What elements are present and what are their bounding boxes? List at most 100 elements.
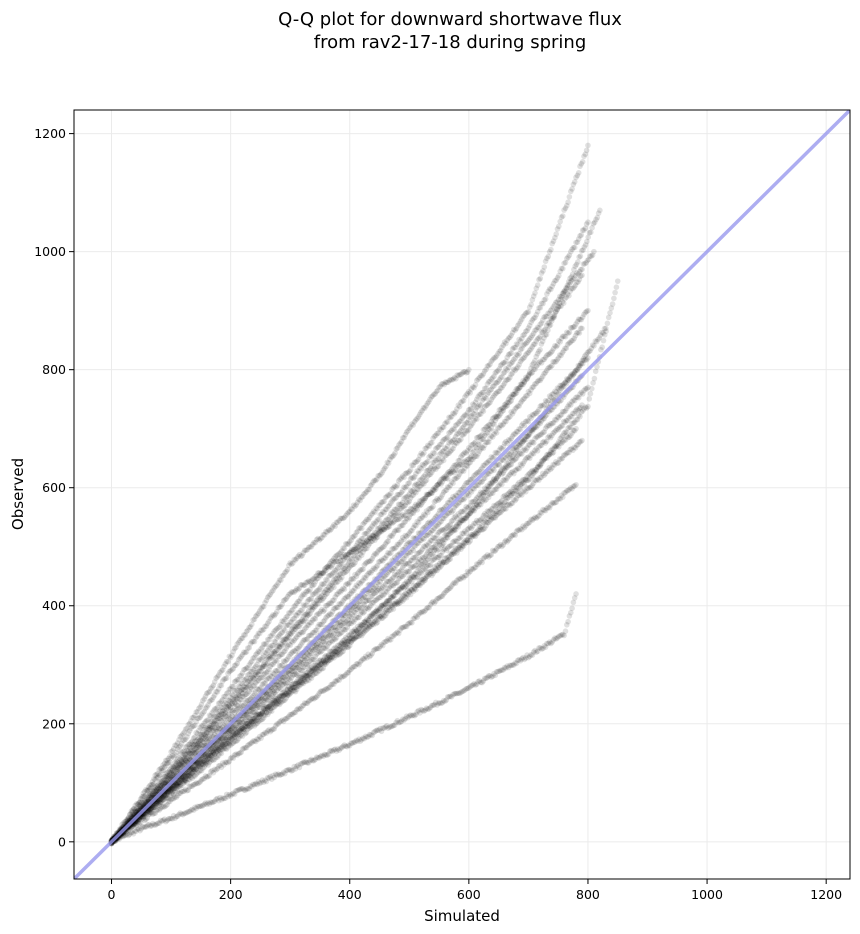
- scatter-point: [452, 580, 459, 586]
- scatter-point: [188, 774, 194, 780]
- scatter-point: [292, 709, 299, 716]
- scatter-point: [475, 678, 481, 685]
- scatter-point: [384, 638, 390, 644]
- scatter-point: [343, 743, 349, 749]
- scatter-point: [545, 504, 552, 510]
- scatter-point: [349, 740, 356, 746]
- scatter-point: [561, 490, 567, 496]
- scatter-point: [503, 537, 509, 544]
- scatter-point: [246, 785, 252, 792]
- scatter-point: [219, 760, 226, 766]
- scatter-point: [471, 681, 477, 687]
- scatter-point: [346, 742, 353, 749]
- scatter-point: [358, 736, 365, 743]
- scatter-point: [279, 771, 286, 777]
- scatter-point: [385, 725, 391, 731]
- scatter-point: [231, 738, 238, 745]
- scatter-point: [545, 253, 552, 260]
- scatter-point: [249, 783, 255, 790]
- scatter-point: [222, 745, 229, 752]
- scatter-point: [333, 748, 340, 754]
- scatter-point: [458, 689, 464, 696]
- scatter-point: [221, 745, 227, 752]
- scatter-point: [167, 815, 173, 822]
- scatter-point: [516, 527, 522, 533]
- scatter-point: [366, 731, 373, 738]
- scatter-point: [217, 762, 223, 769]
- scatter-point: [237, 733, 243, 739]
- scatter-point: [526, 653, 533, 660]
- scatter-point: [226, 758, 233, 765]
- scatter-point: [401, 717, 407, 723]
- scatter-point: [488, 552, 495, 558]
- scatter-point: [528, 651, 534, 658]
- scatter-point: [182, 810, 189, 816]
- scatter-point: [429, 702, 435, 709]
- scatter-point: [360, 656, 366, 662]
- scatter-point: [242, 787, 248, 794]
- scatter-point: [295, 762, 301, 768]
- scatter-point: [496, 668, 503, 675]
- scatter-point: [129, 823, 136, 830]
- scatter-point: [262, 712, 268, 719]
- scatter-point: [417, 710, 423, 716]
- scatter-point: [266, 709, 272, 715]
- scatter-point: [530, 649, 537, 655]
- scatter-point: [251, 738, 258, 744]
- scatter-point: [444, 694, 451, 700]
- scatter-point: [434, 702, 440, 708]
- scatter-point: [485, 554, 492, 560]
- scatter-point: [223, 759, 230, 765]
- scatter-point: [161, 796, 168, 802]
- scatter-point: [286, 766, 292, 773]
- scatter-point: [284, 767, 291, 773]
- scatter-point: [575, 170, 582, 176]
- scatter-point: [573, 425, 579, 432]
- scatter-point: [304, 700, 311, 706]
- scatter-point: [368, 652, 374, 659]
- scatter-point: [399, 624, 406, 631]
- scatter-point: [205, 773, 211, 780]
- scatter-point: [391, 631, 398, 638]
- scatter-point: [549, 500, 555, 506]
- scatter-point: [140, 814, 147, 820]
- scatter-point: [418, 610, 425, 616]
- scatter-point: [444, 587, 451, 593]
- scatter-point: [238, 749, 244, 756]
- scatter-point: [209, 799, 215, 806]
- scatter-point: [148, 805, 154, 812]
- scatter-point: [312, 756, 319, 763]
- scatter-point: [541, 507, 548, 513]
- scatter-point: [270, 726, 276, 732]
- scatter-point: [429, 600, 435, 606]
- scatter-point: [202, 761, 209, 768]
- scatter-point: [205, 762, 211, 768]
- scatter-point: [476, 678, 483, 684]
- scatter-point: [145, 808, 152, 814]
- scatter-point: [361, 735, 368, 742]
- scatter-point: [280, 697, 287, 704]
- scatter-point: [331, 681, 337, 687]
- scatter-point: [177, 810, 184, 816]
- scatter-point: [151, 822, 157, 828]
- scatter-point: [332, 746, 339, 752]
- scatter-point: [214, 765, 221, 772]
- scatter-point: [483, 675, 489, 682]
- scatter-point: [468, 566, 475, 572]
- scatter-point: [173, 813, 180, 820]
- scatter-point: [556, 633, 562, 640]
- scatter-point: [242, 745, 248, 751]
- scatter-point: [317, 688, 324, 695]
- scatter-point: [260, 779, 267, 785]
- scatter-point: [311, 757, 317, 764]
- scatter-point: [237, 750, 243, 756]
- scatter-point: [537, 275, 544, 282]
- scatter-point: [218, 797, 225, 803]
- scatter-point: [377, 725, 384, 732]
- scatter-point: [272, 723, 279, 729]
- scatter-point: [154, 821, 160, 827]
- scatter-point: [280, 769, 287, 776]
- scatter-point: [279, 698, 286, 704]
- scatter-points: [108, 142, 621, 847]
- scatter-point: [192, 781, 198, 788]
